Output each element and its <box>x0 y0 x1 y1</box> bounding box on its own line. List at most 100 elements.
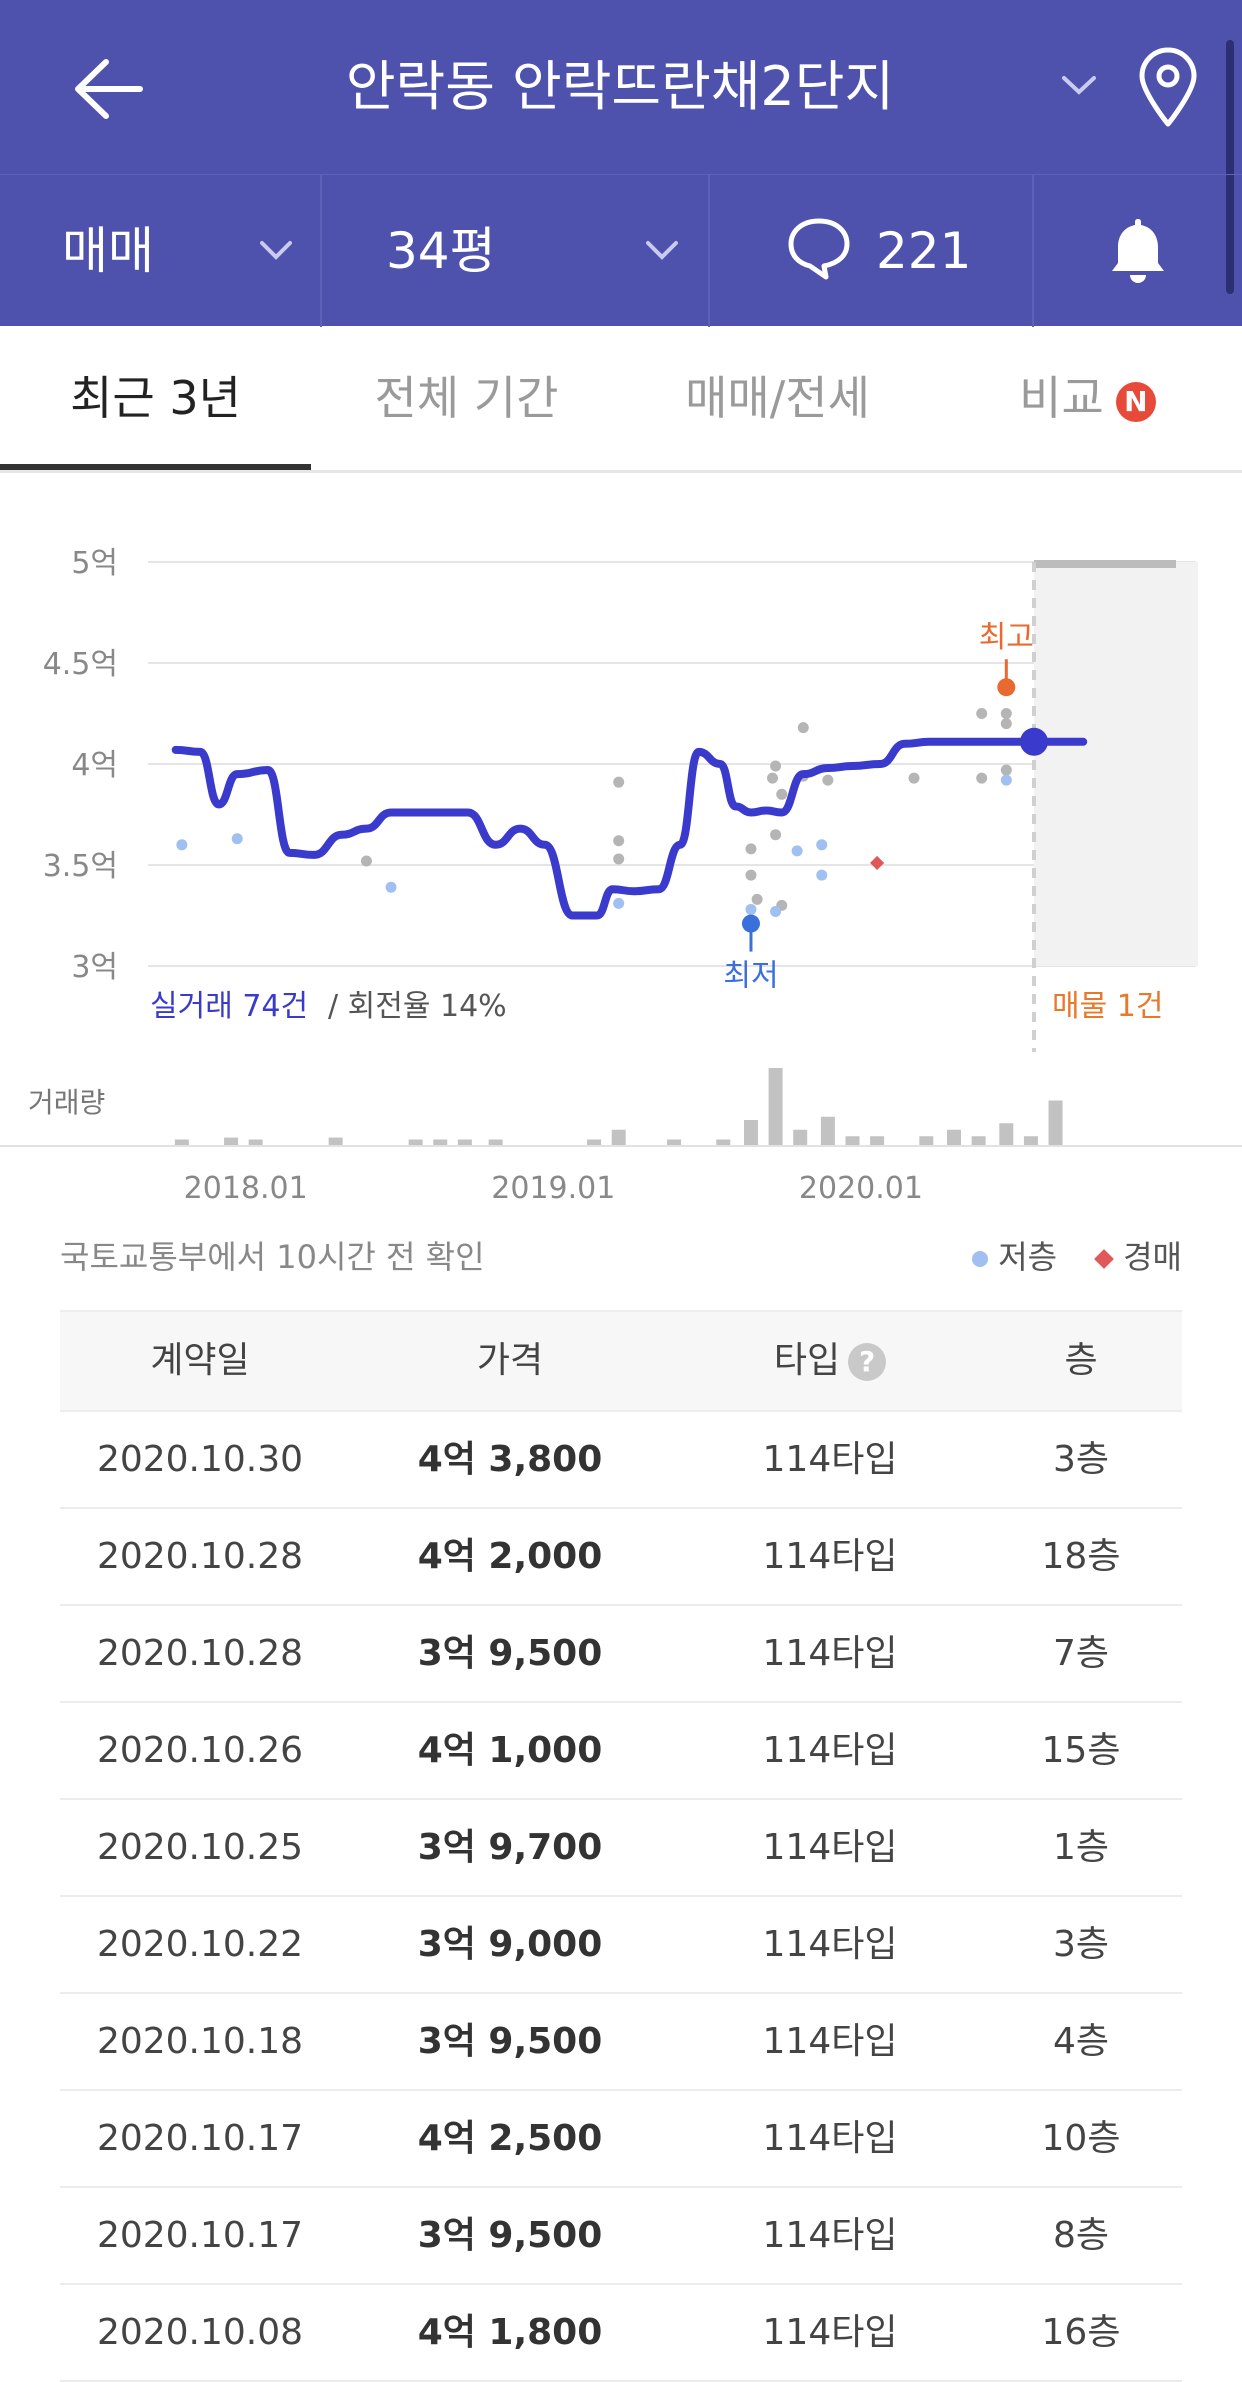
chevron-down-icon <box>260 241 292 260</box>
legend-low-floor: 저층 <box>998 1238 1058 1276</box>
table-row[interactable]: 2020.10.30 4억 3,800 114타입 3층 <box>60 1412 1182 1509</box>
notification-button[interactable] <box>1100 175 1180 327</box>
low-price-marker <box>741 914 760 933</box>
low-floor-point <box>816 839 828 851</box>
row-price: 4억 2,500 <box>417 2118 603 2159</box>
table-row[interactable]: 2020.10.28 3억 9,500 114타입 7층 <box>60 1606 1182 1703</box>
transaction-point <box>908 772 920 784</box>
x-tick-label: 2019.01 <box>491 1171 615 1206</box>
row-type: 114타입 <box>762 1633 898 1674</box>
back-button[interactable] <box>62 44 162 134</box>
turnover-label: / 회전율 14% <box>328 989 507 1024</box>
size-label: 34평 <box>386 222 496 280</box>
transaction-point <box>745 869 757 881</box>
row-floor: 3층 <box>1052 1439 1110 1480</box>
row-date: 2020.10.22 <box>96 1924 304 1965</box>
table-header: 계약일 가격 타입? 층 <box>60 1310 1182 1412</box>
map-pin-icon <box>1139 47 1197 127</box>
row-date: 2020.10.17 <box>96 2215 304 2256</box>
low-floor-point <box>385 881 397 893</box>
legend-auction: 경매 <box>1123 1238 1182 1276</box>
table-row[interactable]: 2020.10.25 3억 9,700 114타입 1층 <box>60 1800 1182 1897</box>
transaction-point <box>613 835 625 847</box>
volume-bar <box>408 1139 423 1146</box>
volume-bar <box>947 1129 962 1146</box>
row-price: 4억 1,000 <box>417 1730 603 1771</box>
transaction-point <box>976 708 988 719</box>
tab-compare[interactable]: 비교 N <box>933 326 1242 470</box>
row-floor: 8층 <box>1052 2215 1110 2256</box>
x-tick-label: 2018.01 <box>184 1171 308 1206</box>
volume-bar <box>667 1139 682 1146</box>
col-type-label: 타입 <box>773 1340 841 1381</box>
table-row[interactable]: 2020.10.08 4억 1,800 114타입 16층 <box>60 2285 1182 2382</box>
table-body: 2020.10.30 4억 3,800 114타입 3층 2020.10.28 4억 2,… <box>60 1412 1182 2382</box>
col-floor: 층 <box>1064 1340 1098 1381</box>
volume-bar <box>768 1068 783 1146</box>
volume-bar <box>1023 1136 1038 1146</box>
row-date: 2020.10.28 <box>96 1633 304 1674</box>
row-date: 2020.10.25 <box>96 1827 304 1868</box>
row-price: 3억 9,500 <box>417 1633 603 1674</box>
tab-recent-3-years[interactable]: 최근 3년 <box>0 326 311 470</box>
table-row[interactable]: 2020.10.17 3억 9,500 114타입 8층 <box>60 2188 1182 2285</box>
low-price-label: 최저 <box>723 959 778 994</box>
chevron-down-icon <box>646 241 678 260</box>
table-row[interactable]: 2020.10.18 3억 9,500 114타입 4층 <box>60 1994 1182 2091</box>
row-floor: 15층 <box>1041 1730 1121 1771</box>
volume-bar <box>919 1136 934 1146</box>
table-row[interactable]: 2020.10.28 4억 2,000 114타입 18층 <box>60 1509 1182 1606</box>
transaction-point <box>767 772 779 784</box>
scrollbar[interactable] <box>1226 40 1234 294</box>
size-select[interactable]: 34평 <box>386 175 686 327</box>
volume-bar <box>999 1123 1014 1146</box>
row-type: 114타입 <box>762 1536 898 1577</box>
tab-sale-vs-jeonse[interactable]: 매매/전세 <box>622 326 933 470</box>
chat-bubble-icon <box>788 218 850 280</box>
chevron-down-icon[interactable] <box>1058 66 1100 106</box>
volume-bar <box>611 1129 626 1146</box>
row-date: 2020.10.28 <box>96 1536 304 1577</box>
transaction-point <box>360 855 372 867</box>
row-type: 114타입 <box>762 2312 898 2353</box>
deal-type-select[interactable]: 매매 <box>62 175 312 327</box>
period-tabs: 최근 3년 전체 기간 매매/전세 비교 N <box>0 326 1242 473</box>
row-date: 2020.10.18 <box>96 2021 304 2062</box>
row-price: 4억 2,000 <box>417 1536 603 1577</box>
low-floor-point <box>816 869 828 881</box>
tab-all-period[interactable]: 전체 기간 <box>311 326 622 470</box>
listing-count-label[interactable]: 매물 1건 <box>1052 989 1163 1024</box>
table-row[interactable]: 2020.10.26 4억 1,000 114타입 15층 <box>60 1703 1182 1800</box>
price-chart[interactable]: 5억 4.5억 4억 3.5억 3억 최저 최고 실거래 74건 / 회전율 14% 매물… <box>0 470 1242 1220</box>
volume-axis-label: 거래량 <box>28 1086 105 1119</box>
table-row[interactable]: 2020.10.17 4억 2,500 114타입 10층 <box>60 2091 1182 2188</box>
row-floor: 4층 <box>1052 2021 1110 2062</box>
tab-label: 최근 3년 <box>70 371 241 425</box>
page-title[interactable]: 안락동 안락뜨란채2단지 <box>345 55 895 118</box>
row-price: 3억 9,700 <box>417 1827 603 1868</box>
help-icon[interactable]: ? <box>848 1343 887 1381</box>
low-floor-point <box>1000 774 1012 786</box>
volume-bar <box>971 1136 986 1146</box>
table-row[interactable]: 2020.10.22 3억 9,000 114타입 3층 <box>60 1897 1182 1994</box>
row-price: 3억 9,500 <box>417 2215 603 2256</box>
map-pin-button[interactable] <box>1136 46 1200 130</box>
transaction-table: 계약일 가격 타입? 층 2020.10.30 4억 3,800 114타입 3층 20… <box>60 1310 1182 2382</box>
comments-button[interactable]: 221 <box>786 175 1026 327</box>
y-tick-label: 3억 <box>71 950 118 985</box>
row-date: 2020.10.17 <box>96 2118 304 2159</box>
low-floor-point <box>231 833 243 845</box>
auction-point <box>870 855 885 871</box>
comment-count: 221 <box>876 222 972 280</box>
volume-bar <box>870 1136 885 1146</box>
active-tab-indicator <box>0 464 311 470</box>
row-price: 4억 3,800 <box>417 1439 603 1480</box>
low-floor-point <box>791 845 803 857</box>
current-price-marker <box>1020 727 1048 756</box>
x-axis-ticks: 2018.01 2019.01 2020.01 <box>184 1171 923 1206</box>
transaction-point <box>1000 708 1012 719</box>
chart-markers: 최저 최고 <box>723 620 1048 994</box>
deal-count-label[interactable]: 실거래 74건 <box>150 989 308 1024</box>
new-badge: N <box>1115 381 1156 422</box>
high-price-label: 최고 <box>979 620 1034 655</box>
